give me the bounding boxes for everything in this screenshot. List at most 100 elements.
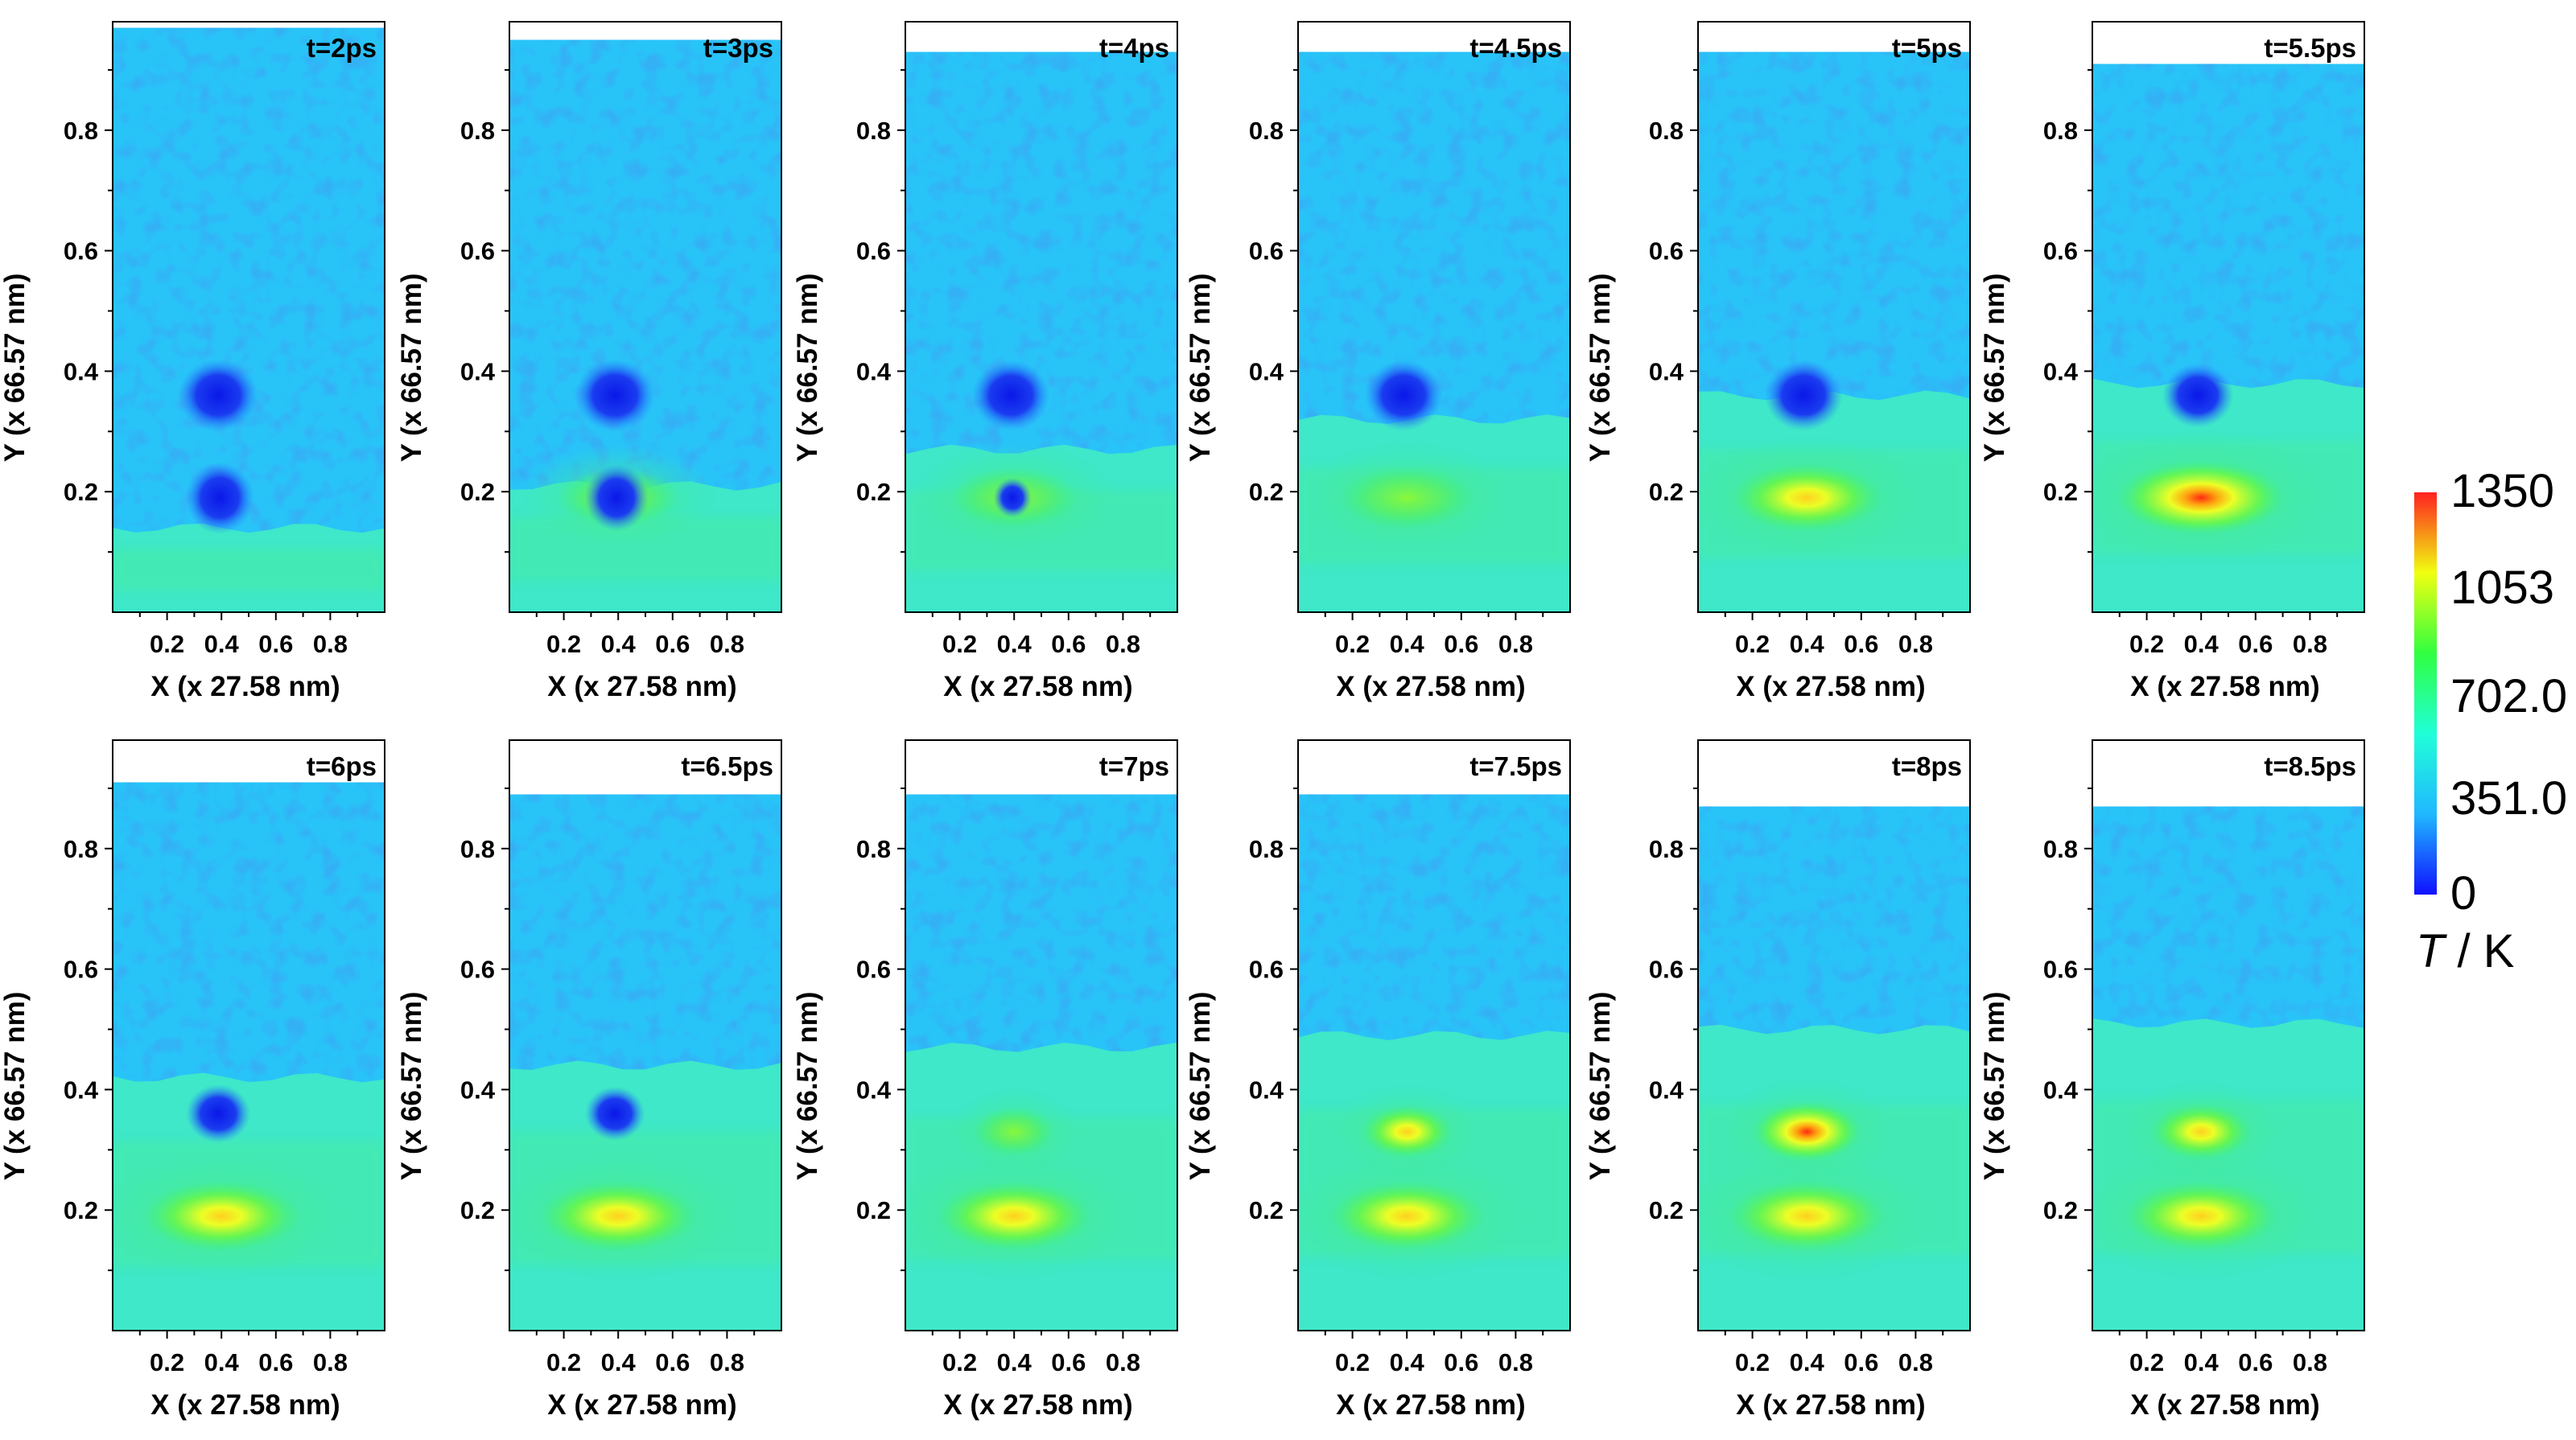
cold-void-upper <box>178 358 259 432</box>
heatmap-panel: 0.2 0.4 0.6 0.8 0.2 0.4 0.6 0.8 X (x 27.58 nm) Y … <box>1185 739 1571 1421</box>
heatmap-panel: 0.2 0.4 0.6 0.8 0.2 0.4 0.6 0.8 X (x 27.58 nm) Y … <box>1979 739 2365 1421</box>
cold-void-lower <box>993 477 1032 518</box>
hotspot-upper <box>973 1107 1055 1157</box>
x-tick-label: 0.2 <box>150 630 184 658</box>
colorbar-label: 702.0 <box>2450 670 2567 722</box>
y-tick-label: 0.8 <box>1249 117 1284 145</box>
field-texture <box>2092 64 2364 400</box>
x-tick-label: 0.8 <box>1106 1348 1140 1376</box>
y-tick-label: 0.6 <box>460 956 495 984</box>
x-axis-title: X (x 27.58 nm) <box>2130 1389 2319 1421</box>
y-tick-label: 0.6 <box>1249 956 1284 984</box>
hotspot-upper <box>1360 1105 1454 1159</box>
field-texture <box>1698 806 1970 1046</box>
x-tick-label: 0.2 <box>546 1348 581 1376</box>
colorbar-label-min: 0 <box>2450 867 2476 920</box>
hotspot-lower <box>1328 1180 1486 1252</box>
cold-void-upper <box>1364 360 1443 431</box>
x-tick-label: 0.2 <box>942 1348 977 1376</box>
y-tick-label: 0.2 <box>2043 478 2078 506</box>
y-tick-label: 0.2 <box>64 1196 98 1224</box>
hotspot-upper <box>1751 1101 1862 1162</box>
y-tick-label: 0.6 <box>460 237 495 265</box>
y-tick-label: 0.8 <box>1249 835 1284 863</box>
temperature-field <box>509 39 781 613</box>
x-axis-title: X (x 27.58 nm) <box>1736 671 1925 702</box>
cold-void-lower <box>185 461 254 534</box>
x-tick-label: 0.6 <box>1444 1348 1478 1376</box>
y-axis-title: Y (x 66.57 nm) <box>1585 274 1616 463</box>
x-tick-label: 0.6 <box>1051 630 1086 658</box>
x-axis-title: X (x 27.58 nm) <box>1336 671 1525 702</box>
x-tick-label: 0.8 <box>313 630 348 658</box>
panel-time-label: t=5.5ps <box>2264 33 2356 63</box>
colorbar-title-symbol: T <box>2416 925 2447 977</box>
y-tick-label: 0.2 <box>460 1196 495 1224</box>
field-texture <box>905 794 1177 1064</box>
heatmap-panel: 0.2 0.4 0.6 0.8 0.2 0.4 0.6 0.8 X (x 27.58 nm) Y … <box>1979 21 2365 702</box>
y-axis-title: Y (x 66.57 nm) <box>0 992 31 1181</box>
panel-time-label: t=7ps <box>1099 751 1169 781</box>
heatmap-panel: 0.2 0.4 0.6 0.8 0.2 0.4 0.6 0.8 X (x 27.58 nm) Y … <box>1185 21 1571 702</box>
y-tick-label: 0.8 <box>460 117 495 145</box>
x-tick-label: 0.2 <box>1735 630 1770 658</box>
field-texture <box>113 27 385 545</box>
x-tick-label: 0.8 <box>313 1348 348 1376</box>
y-tick-label: 0.4 <box>2043 357 2079 385</box>
colorbar-label-max: 1350 <box>2450 465 2554 517</box>
heatmap-panel: 0.2 0.4 0.6 0.8 0.2 0.4 0.6 0.8 X (x 27.58 nm) Y … <box>0 739 385 1421</box>
hotspot-lower <box>935 1180 1094 1252</box>
y-axis-title: Y (x 66.57 nm) <box>1979 992 2010 1181</box>
x-tick-label: 0.6 <box>2238 630 2273 658</box>
y-tick-label: 0.6 <box>856 237 891 265</box>
temperature-field <box>905 794 1177 1331</box>
colorbar-title-unit: / K <box>2444 925 2514 977</box>
y-tick-label: 0.6 <box>2043 956 2078 984</box>
cold-void-upper <box>186 1084 251 1143</box>
cold-void-upper <box>971 360 1050 431</box>
field-texture <box>113 782 385 1094</box>
hotspot-lower <box>1729 463 1885 533</box>
colorbar-label: 1053 <box>2450 562 2554 614</box>
y-tick-label: 0.4 <box>1649 357 1684 385</box>
y-tick-label: 0.8 <box>64 835 98 863</box>
field-texture <box>2092 806 2364 1040</box>
y-axis-title: Y (x 66.57 nm) <box>792 274 823 463</box>
y-tick-label: 0.2 <box>64 478 98 506</box>
y-tick-label: 0.4 <box>460 1076 496 1104</box>
x-tick-label: 0.2 <box>1335 630 1370 658</box>
y-tick-label: 0.8 <box>1649 835 1684 863</box>
field-texture <box>1698 51 1970 412</box>
hotspot-lower <box>1339 466 1475 529</box>
field-texture <box>509 794 781 1082</box>
x-tick-label: 0.4 <box>1790 630 1825 658</box>
x-tick-label: 0.4 <box>2184 1348 2219 1376</box>
y-tick-label: 0.2 <box>1249 478 1284 506</box>
x-tick-label: 0.2 <box>2129 1348 2164 1376</box>
y-tick-label: 0.2 <box>460 478 495 506</box>
y-tick-label: 0.4 <box>1649 1076 1684 1104</box>
field-texture <box>509 39 781 502</box>
x-tick-label: 0.4 <box>1390 630 1425 658</box>
x-tick-label: 0.8 <box>1498 630 1533 658</box>
x-axis-title: X (x 27.58 nm) <box>1336 1389 1525 1421</box>
x-axis-title: X (x 27.58 nm) <box>1736 1389 1925 1421</box>
x-axis-title: X (x 27.58 nm) <box>547 671 736 702</box>
heated-band <box>113 549 385 591</box>
y-axis-title: Y (x 66.57 nm) <box>396 274 427 463</box>
y-tick-label: 0.4 <box>1249 1076 1284 1104</box>
y-tick-label: 0.6 <box>1249 237 1284 265</box>
y-tick-label: 0.8 <box>2043 835 2078 863</box>
x-axis-title: X (x 27.58 nm) <box>943 671 1132 702</box>
cold-void-upper <box>2162 363 2234 428</box>
panel-time-label: t=3ps <box>703 33 773 63</box>
x-tick-label: 0.6 <box>258 630 293 658</box>
x-tick-label: 0.4 <box>204 1348 240 1376</box>
x-tick-label: 0.2 <box>2129 630 2164 658</box>
x-tick-label: 0.4 <box>204 630 240 658</box>
field-texture <box>1298 51 1570 436</box>
x-tick-label: 0.2 <box>1335 1348 1370 1376</box>
colorbar-label: 351.0 <box>2450 772 2567 825</box>
hotspot-lower <box>2122 1180 2281 1252</box>
